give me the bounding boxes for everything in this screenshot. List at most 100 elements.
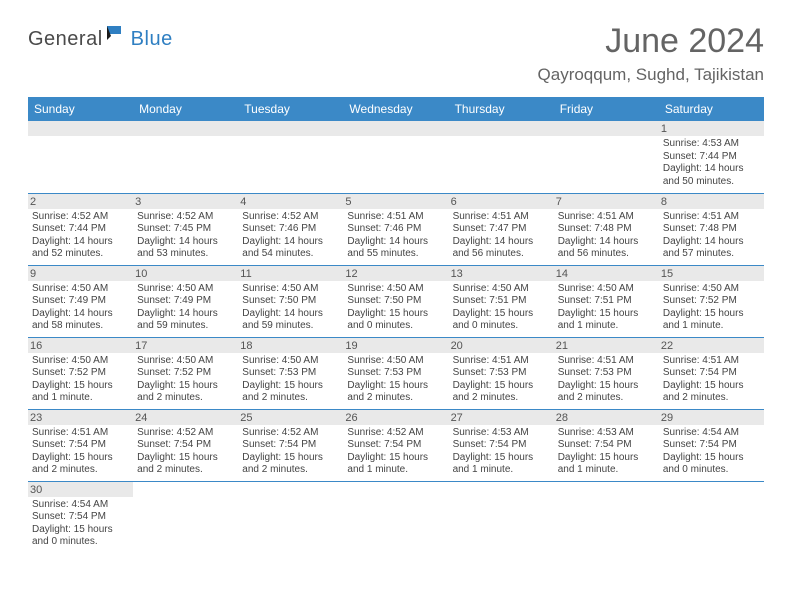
calendar-day-cell (28, 121, 133, 193)
day-details: Sunrise: 4:53 AMSunset: 7:54 PMDaylight:… (453, 427, 550, 477)
day-number: 20 (449, 338, 554, 353)
calendar-day-cell: 30Sunrise: 4:54 AMSunset: 7:54 PMDayligh… (28, 481, 133, 553)
day-details: Sunrise: 4:50 AMSunset: 7:49 PMDaylight:… (32, 283, 129, 333)
header: General Blue June 2024 Qayroqqum, Sughd,… (28, 22, 764, 85)
calendar-day-cell: 28 Sunrise: 4:53 AMSunset: 7:54 PMDayligh… (554, 409, 659, 481)
day-number: 16 (28, 338, 133, 353)
col-thursday: Thursday (449, 97, 554, 121)
day-details: Sunrise: 4:50 AMSunset: 7:53 PMDaylight:… (242, 355, 339, 405)
calendar-day-cell: 18Sunrise: 4:50 AMSunset: 7:53 PMDayligh… (238, 337, 343, 409)
calendar-header-row: Sunday Monday Tuesday Wednesday Thursday… (28, 97, 764, 121)
logo: General Blue (28, 28, 173, 51)
calendar-day-cell: 11 Sunrise: 4:50 AMSunset: 7:50 PMDayligh… (238, 265, 343, 337)
day-details: Sunrise: 4:53 AMSunset: 7:44 PMDaylight:… (663, 138, 760, 188)
calendar-day-cell: 1 Sunrise: 4:53 AMSunset: 7:44 PMDaylight… (659, 121, 764, 193)
day-details: Sunrise: 4:50 AMSunset: 7:50 PMDaylight:… (242, 283, 339, 333)
calendar-day-cell: 22 Sunrise: 4:51 AMSunset: 7:54 PMDayligh… (659, 337, 764, 409)
calendar-day-cell: 23 Sunrise: 4:51 AMSunset: 7:54 PMDayligh… (28, 409, 133, 481)
calendar-day-cell (133, 121, 238, 193)
title-block: June 2024 Qayroqqum, Sughd, Tajikistan (538, 22, 764, 85)
calendar-day-cell: 15 Sunrise: 4:50 AMSunset: 7:52 PMDayligh… (659, 265, 764, 337)
day-details: Sunrise: 4:52 AMSunset: 7:54 PMDaylight:… (347, 427, 444, 477)
day-details: Sunrise: 4:50 AMSunset: 7:53 PMDaylight:… (347, 355, 444, 405)
day-number: 13 (449, 266, 554, 281)
calendar-day-cell: 7Sunrise: 4:51 AMSunset: 7:48 PMDaylight… (554, 193, 659, 265)
calendar-day-cell (238, 481, 343, 553)
day-number: 23 (28, 410, 133, 425)
day-details: Sunrise: 4:52 AMSunset: 7:45 PMDaylight:… (137, 211, 234, 261)
calendar-week-row: 1 Sunrise: 4:53 AMSunset: 7:44 PMDaylight… (28, 121, 764, 193)
day-number: 11 (238, 266, 343, 281)
day-number: 25 (238, 410, 343, 425)
calendar-day-cell (449, 121, 554, 193)
day-details: Sunrise: 4:50 AMSunset: 7:52 PMDaylight:… (663, 283, 760, 333)
day-number: 19 (343, 338, 448, 353)
calendar-week-row: 2 Sunrise: 4:52 AMSunset: 7:44 PMDaylight… (28, 193, 764, 265)
day-number: 28 (554, 410, 659, 425)
day-number: 4 (238, 194, 343, 209)
day-details: Sunrise: 4:51 AMSunset: 7:53 PMDaylight:… (453, 355, 550, 405)
logo-flag-icon (107, 24, 129, 47)
day-number: 12 (343, 266, 448, 281)
calendar-day-cell: 14Sunrise: 4:50 AMSunset: 7:51 PMDayligh… (554, 265, 659, 337)
day-number: 2 (28, 194, 133, 209)
day-number: 3 (133, 194, 238, 209)
logo-text-blue: Blue (131, 28, 173, 51)
col-monday: Monday (133, 97, 238, 121)
calendar-day-cell (659, 481, 764, 553)
day-details: Sunrise: 4:52 AMSunset: 7:44 PMDaylight:… (32, 211, 129, 261)
calendar-day-cell: 9 Sunrise: 4:50 AMSunset: 7:49 PMDaylight… (28, 265, 133, 337)
day-details: Sunrise: 4:51 AMSunset: 7:54 PMDaylight:… (32, 427, 129, 477)
col-friday: Friday (554, 97, 659, 121)
day-number: 6 (449, 194, 554, 209)
day-details: Sunrise: 4:51 AMSunset: 7:54 PMDaylight:… (663, 355, 760, 405)
calendar-day-cell: 12 Sunrise: 4:50 AMSunset: 7:50 PMDayligh… (343, 265, 448, 337)
day-number: 30 (28, 482, 133, 497)
day-number: 1 (659, 121, 764, 136)
day-number: 26 (343, 410, 448, 425)
calendar-day-cell (554, 481, 659, 553)
day-number: 8 (659, 194, 764, 209)
day-number: 29 (659, 410, 764, 425)
calendar-day-cell: 29 Sunrise: 4:54 AMSunset: 7:54 PMDayligh… (659, 409, 764, 481)
col-wednesday: Wednesday (343, 97, 448, 121)
day-details: Sunrise: 4:50 AMSunset: 7:52 PMDaylight:… (32, 355, 129, 405)
col-saturday: Saturday (659, 97, 764, 121)
day-details: Sunrise: 4:50 AMSunset: 7:52 PMDaylight:… (137, 355, 234, 405)
day-details: Sunrise: 4:52 AMSunset: 7:54 PMDaylight:… (137, 427, 234, 477)
calendar-day-cell (343, 481, 448, 553)
day-details: Sunrise: 4:51 AMSunset: 7:53 PMDaylight:… (558, 355, 655, 405)
day-number: 22 (659, 338, 764, 353)
calendar-day-cell: 20 Sunrise: 4:51 AMSunset: 7:53 PMDayligh… (449, 337, 554, 409)
day-number: 5 (343, 194, 448, 209)
calendar-day-cell: 21Sunrise: 4:51 AMSunset: 7:53 PMDayligh… (554, 337, 659, 409)
calendar-day-cell: 24Sunrise: 4:52 AMSunset: 7:54 PMDayligh… (133, 409, 238, 481)
day-number: 7 (554, 194, 659, 209)
calendar-day-cell: 8 Sunrise: 4:51 AMSunset: 7:48 PMDaylight… (659, 193, 764, 265)
calendar-day-cell (449, 481, 554, 553)
calendar-day-cell (343, 121, 448, 193)
day-number: 10 (133, 266, 238, 281)
calendar-week-row: 30Sunrise: 4:54 AMSunset: 7:54 PMDayligh… (28, 481, 764, 553)
day-number: 27 (449, 410, 554, 425)
day-number: 9 (28, 266, 133, 281)
day-details: Sunrise: 4:52 AMSunset: 7:54 PMDaylight:… (242, 427, 339, 477)
day-details: Sunrise: 4:51 AMSunset: 7:48 PMDaylight:… (663, 211, 760, 261)
day-number: 14 (554, 266, 659, 281)
calendar-day-cell: 6Sunrise: 4:51 AMSunset: 7:47 PMDaylight… (449, 193, 554, 265)
day-details: Sunrise: 4:50 AMSunset: 7:50 PMDaylight:… (347, 283, 444, 333)
day-details: Sunrise: 4:50 AMSunset: 7:51 PMDaylight:… (453, 283, 550, 333)
day-number: 15 (659, 266, 764, 281)
day-details: Sunrise: 4:53 AMSunset: 7:54 PMDaylight:… (558, 427, 655, 477)
calendar-week-row: 9 Sunrise: 4:50 AMSunset: 7:49 PMDaylight… (28, 265, 764, 337)
calendar-day-cell (554, 121, 659, 193)
calendar-table: Sunday Monday Tuesday Wednesday Thursday… (28, 97, 764, 553)
calendar-week-row: 16 Sunrise: 4:50 AMSunset: 7:52 PMDayligh… (28, 337, 764, 409)
day-details: Sunrise: 4:54 AMSunset: 7:54 PMDaylight:… (663, 427, 760, 477)
page-title: June 2024 (538, 22, 764, 61)
calendar-day-cell: 17Sunrise: 4:50 AMSunset: 7:52 PMDayligh… (133, 337, 238, 409)
calendar-day-cell: 5Sunrise: 4:51 AMSunset: 7:46 PMDaylight… (343, 193, 448, 265)
calendar-day-cell: 26 Sunrise: 4:52 AMSunset: 7:54 PMDayligh… (343, 409, 448, 481)
calendar-day-cell: 2 Sunrise: 4:52 AMSunset: 7:44 PMDaylight… (28, 193, 133, 265)
calendar-day-cell: 27 Sunrise: 4:53 AMSunset: 7:54 PMDayligh… (449, 409, 554, 481)
